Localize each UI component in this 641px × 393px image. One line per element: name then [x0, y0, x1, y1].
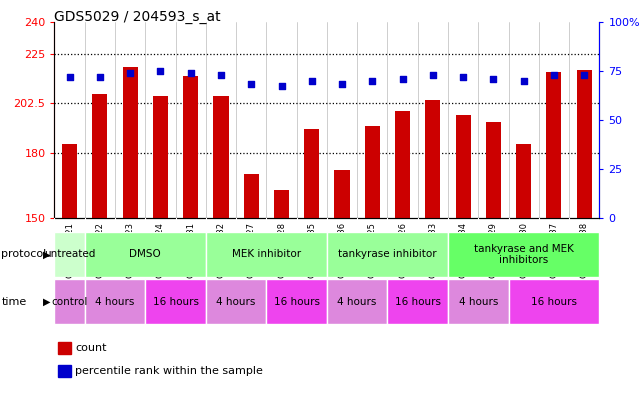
Bar: [425, 100, 440, 218]
Bar: [546, 72, 562, 218]
Point: [246, 81, 256, 88]
Text: GSM1340525: GSM1340525: [368, 222, 377, 278]
Text: 4 hours: 4 hours: [96, 297, 135, 307]
Bar: [267, 279, 327, 324]
Text: GSM1340538: GSM1340538: [579, 222, 588, 278]
Bar: [92, 94, 108, 218]
Text: GSM1340534: GSM1340534: [458, 222, 468, 278]
Text: percentile rank within the sample: percentile rank within the sample: [76, 366, 263, 376]
Bar: [448, 279, 508, 324]
Bar: [62, 144, 77, 218]
Bar: [213, 96, 229, 218]
Bar: [85, 279, 146, 324]
Bar: [85, 232, 206, 277]
Bar: [244, 174, 259, 218]
Bar: [448, 232, 599, 277]
Point: [155, 68, 165, 74]
Point: [216, 72, 226, 78]
Bar: [274, 190, 289, 218]
Bar: [153, 96, 168, 218]
Text: GSM1340522: GSM1340522: [96, 222, 104, 278]
Point: [306, 77, 317, 84]
Text: GDS5029 / 204593_s_at: GDS5029 / 204593_s_at: [54, 10, 221, 24]
Point: [337, 81, 347, 88]
Text: 16 hours: 16 hours: [274, 297, 320, 307]
Bar: [206, 279, 267, 324]
Bar: [577, 70, 592, 218]
Bar: [335, 170, 349, 218]
Bar: [456, 116, 470, 218]
Text: GSM1340530: GSM1340530: [519, 222, 528, 278]
Text: GSM1340521: GSM1340521: [65, 222, 74, 278]
Point: [488, 75, 499, 82]
Bar: [516, 144, 531, 218]
Text: GSM1340537: GSM1340537: [549, 222, 558, 278]
Bar: [365, 127, 380, 218]
Text: GSM1340527: GSM1340527: [247, 222, 256, 278]
Bar: [327, 232, 448, 277]
Text: GSM1340535: GSM1340535: [307, 222, 316, 278]
Point: [397, 75, 408, 82]
Text: 16 hours: 16 hours: [395, 297, 441, 307]
Bar: [395, 111, 410, 218]
Bar: [54, 232, 85, 277]
Point: [276, 83, 287, 90]
Text: count: count: [76, 343, 107, 353]
Bar: [304, 129, 319, 218]
Text: time: time: [1, 297, 26, 307]
Bar: [146, 279, 206, 324]
Text: MEK inhibitor: MEK inhibitor: [232, 250, 301, 259]
Text: GSM1340532: GSM1340532: [217, 222, 226, 278]
Bar: [58, 365, 71, 377]
Text: GSM1340526: GSM1340526: [398, 222, 407, 278]
Point: [186, 70, 196, 76]
Text: tankyrase inhibitor: tankyrase inhibitor: [338, 250, 437, 259]
Bar: [122, 68, 138, 218]
Point: [549, 72, 559, 78]
Point: [579, 72, 589, 78]
Text: GSM1340528: GSM1340528: [277, 222, 286, 278]
Text: ▶: ▶: [42, 250, 50, 259]
Text: ▶: ▶: [42, 297, 50, 307]
Text: GSM1340533: GSM1340533: [428, 222, 437, 278]
Text: protocol: protocol: [1, 250, 47, 259]
Point: [95, 73, 105, 80]
Text: 16 hours: 16 hours: [531, 297, 577, 307]
Text: GSM1340523: GSM1340523: [126, 222, 135, 278]
Text: GSM1340529: GSM1340529: [489, 222, 498, 278]
Bar: [206, 232, 327, 277]
Text: 4 hours: 4 hours: [458, 297, 498, 307]
Bar: [486, 122, 501, 218]
Point: [519, 77, 529, 84]
Text: tankyrase and MEK
inhibitors: tankyrase and MEK inhibitors: [474, 244, 574, 265]
Point: [125, 70, 135, 76]
Text: control: control: [51, 297, 88, 307]
Bar: [508, 279, 599, 324]
Bar: [54, 279, 85, 324]
Text: DMSO: DMSO: [129, 250, 161, 259]
Text: untreated: untreated: [44, 250, 96, 259]
Point: [367, 77, 378, 84]
Point: [428, 72, 438, 78]
Point: [65, 73, 75, 80]
Text: GSM1340536: GSM1340536: [338, 222, 347, 278]
Text: GSM1340524: GSM1340524: [156, 222, 165, 278]
Text: GSM1340531: GSM1340531: [186, 222, 196, 278]
Bar: [327, 279, 387, 324]
Text: 4 hours: 4 hours: [338, 297, 377, 307]
Bar: [387, 279, 448, 324]
Bar: [183, 76, 198, 218]
Bar: [58, 342, 71, 354]
Text: 16 hours: 16 hours: [153, 297, 199, 307]
Point: [458, 73, 469, 80]
Text: 4 hours: 4 hours: [217, 297, 256, 307]
